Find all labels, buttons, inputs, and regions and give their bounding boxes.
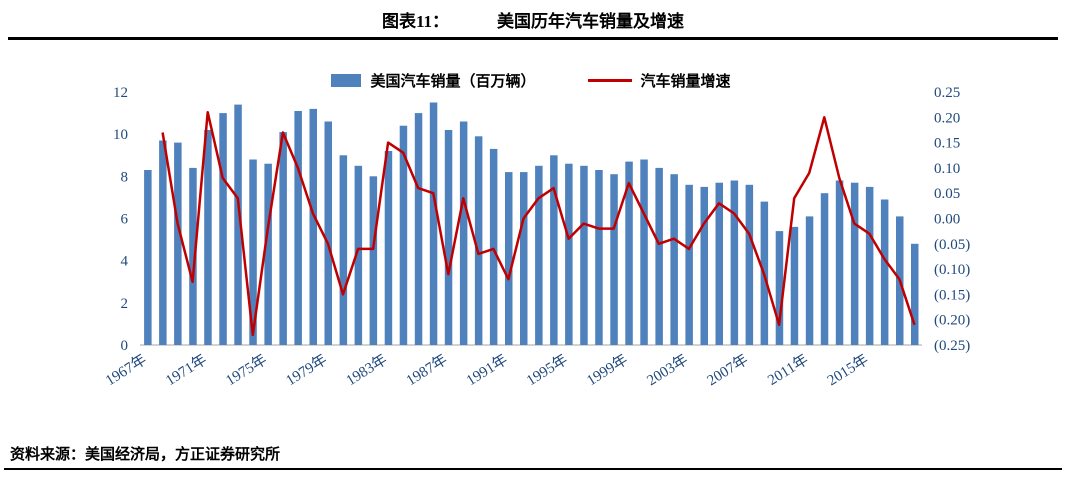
top-divider bbox=[8, 37, 1058, 40]
x-axis-tick: 2007年 bbox=[704, 351, 751, 389]
sales-bar bbox=[294, 111, 302, 345]
sales-bar bbox=[670, 174, 678, 345]
x-axis-tick: 1967年 bbox=[102, 351, 149, 389]
x-axis-tick: 2003年 bbox=[644, 351, 691, 389]
combo-chart: 0 2 4 6 8 10 12 0.25 0.20 0.15 0.10 0.05 0.00 (0.05) (… bbox=[102, 85, 970, 389]
sales-bar bbox=[174, 142, 182, 345]
sales-bar bbox=[565, 163, 573, 345]
sales-bar bbox=[354, 165, 363, 345]
sales-bar bbox=[865, 186, 874, 345]
chart-caption-number: 图表11： bbox=[381, 12, 450, 31]
right-axis-tick: 0.05 bbox=[934, 186, 960, 202]
sales-bar bbox=[339, 155, 348, 346]
sales-bar bbox=[911, 243, 919, 345]
legend-item-growth: 汽车销量增速 bbox=[587, 70, 731, 91]
x-axis-tick: 1971年 bbox=[163, 351, 210, 389]
sales-bar bbox=[144, 170, 152, 345]
x-axis-tick: 1999年 bbox=[584, 351, 631, 389]
legend-item-sales: 美国汽车销量（百万辆） bbox=[331, 70, 536, 91]
sales-bar bbox=[414, 113, 423, 345]
sales-bar bbox=[640, 159, 648, 345]
chart-caption-title: 美国历年汽车销量及增速 bbox=[497, 12, 685, 31]
sales-bar bbox=[249, 159, 257, 345]
sales-bar bbox=[189, 167, 197, 345]
sales-bar bbox=[535, 165, 543, 345]
bar-series-swatch bbox=[331, 74, 362, 87]
right-axis-tick: 0.20 bbox=[934, 110, 960, 126]
right-axis-tick: (0.25) bbox=[934, 338, 970, 354]
sales-bar bbox=[399, 125, 408, 345]
right-axis-tick: (0.20) bbox=[934, 313, 970, 329]
sales-bar bbox=[655, 167, 663, 345]
sales-bar bbox=[279, 132, 287, 345]
sales-bar bbox=[264, 163, 272, 345]
sales-bar bbox=[805, 216, 814, 345]
chart-caption: 图表11： 美国历年汽车销量及增速 bbox=[0, 7, 1066, 32]
sales-bar bbox=[850, 182, 859, 345]
sales-bar bbox=[790, 226, 799, 345]
sales-bar bbox=[429, 102, 438, 345]
sales-bar bbox=[309, 108, 317, 346]
right-axis-tick: 0.10 bbox=[934, 161, 960, 177]
sales-bar bbox=[580, 165, 588, 345]
sales-bar bbox=[444, 130, 453, 345]
sales-bar bbox=[204, 130, 212, 345]
line-series-swatch bbox=[587, 79, 632, 82]
sales-bar bbox=[459, 121, 468, 345]
sales-bar bbox=[384, 151, 393, 345]
sales-bar bbox=[550, 155, 558, 346]
sales-bar bbox=[700, 186, 708, 345]
bottom-divider bbox=[4, 468, 1062, 470]
x-axis-tick: 2011年 bbox=[765, 351, 812, 389]
right-axis-tick: (0.15) bbox=[934, 287, 970, 303]
sales-bar bbox=[775, 231, 784, 345]
x-axis-tick: 1983年 bbox=[343, 351, 390, 389]
sales-bar bbox=[219, 113, 227, 345]
left-axis-tick: 8 bbox=[121, 169, 129, 185]
source-note: 资料来源：美国经济局，方正证券研究所 bbox=[10, 447, 281, 463]
chart-legend: 美国汽车销量（百万辆） 汽车销量增速 bbox=[140, 70, 922, 91]
right-axis-tick: 0.00 bbox=[934, 212, 960, 228]
sales-bar bbox=[880, 199, 889, 345]
left-axis-tick: 4 bbox=[121, 254, 129, 270]
right-axis-tick: (0.10) bbox=[934, 262, 970, 278]
sales-bar bbox=[625, 161, 633, 345]
sales-bar bbox=[820, 193, 829, 345]
x-axis-tick: 2015年 bbox=[824, 351, 871, 389]
x-axis-tick: 1991年 bbox=[463, 351, 510, 389]
sales-bar bbox=[610, 174, 618, 345]
sales-bar bbox=[520, 172, 528, 345]
legend-label-growth: 汽车销量增速 bbox=[640, 74, 731, 90]
sales-bar bbox=[745, 184, 754, 345]
sales-bar bbox=[505, 172, 513, 345]
legend-label-sales: 美国汽车销量（百万辆） bbox=[370, 74, 536, 90]
x-axis-tick: 1987年 bbox=[403, 351, 450, 389]
right-axis-tick: 0.25 bbox=[934, 85, 960, 101]
x-axis-tick: 1975年 bbox=[223, 351, 270, 389]
left-axis-tick: 6 bbox=[121, 212, 129, 228]
sales-bar bbox=[715, 182, 723, 345]
right-axis-tick: 0.15 bbox=[934, 136, 960, 152]
right-axis-tick: (0.05) bbox=[934, 237, 970, 253]
sales-bar bbox=[685, 184, 693, 345]
sales-bar bbox=[234, 104, 242, 345]
sales-bar bbox=[730, 180, 739, 345]
sales-bar bbox=[369, 176, 378, 345]
left-axis-tick: 12 bbox=[113, 85, 128, 101]
left-axis-tick: 2 bbox=[121, 296, 129, 312]
x-axis-tick: 1979年 bbox=[283, 351, 330, 389]
sales-bar bbox=[159, 140, 167, 345]
sales-bar bbox=[474, 136, 483, 345]
x-axis-tick: 1995年 bbox=[524, 351, 571, 389]
left-axis-tick: 0 bbox=[121, 338, 129, 354]
sales-bar bbox=[489, 148, 498, 345]
left-axis-tick: 10 bbox=[113, 127, 128, 143]
growth-line bbox=[161, 110, 916, 337]
sales-bar bbox=[324, 121, 332, 345]
sales-bar bbox=[835, 180, 844, 345]
sales-bar bbox=[595, 170, 603, 345]
